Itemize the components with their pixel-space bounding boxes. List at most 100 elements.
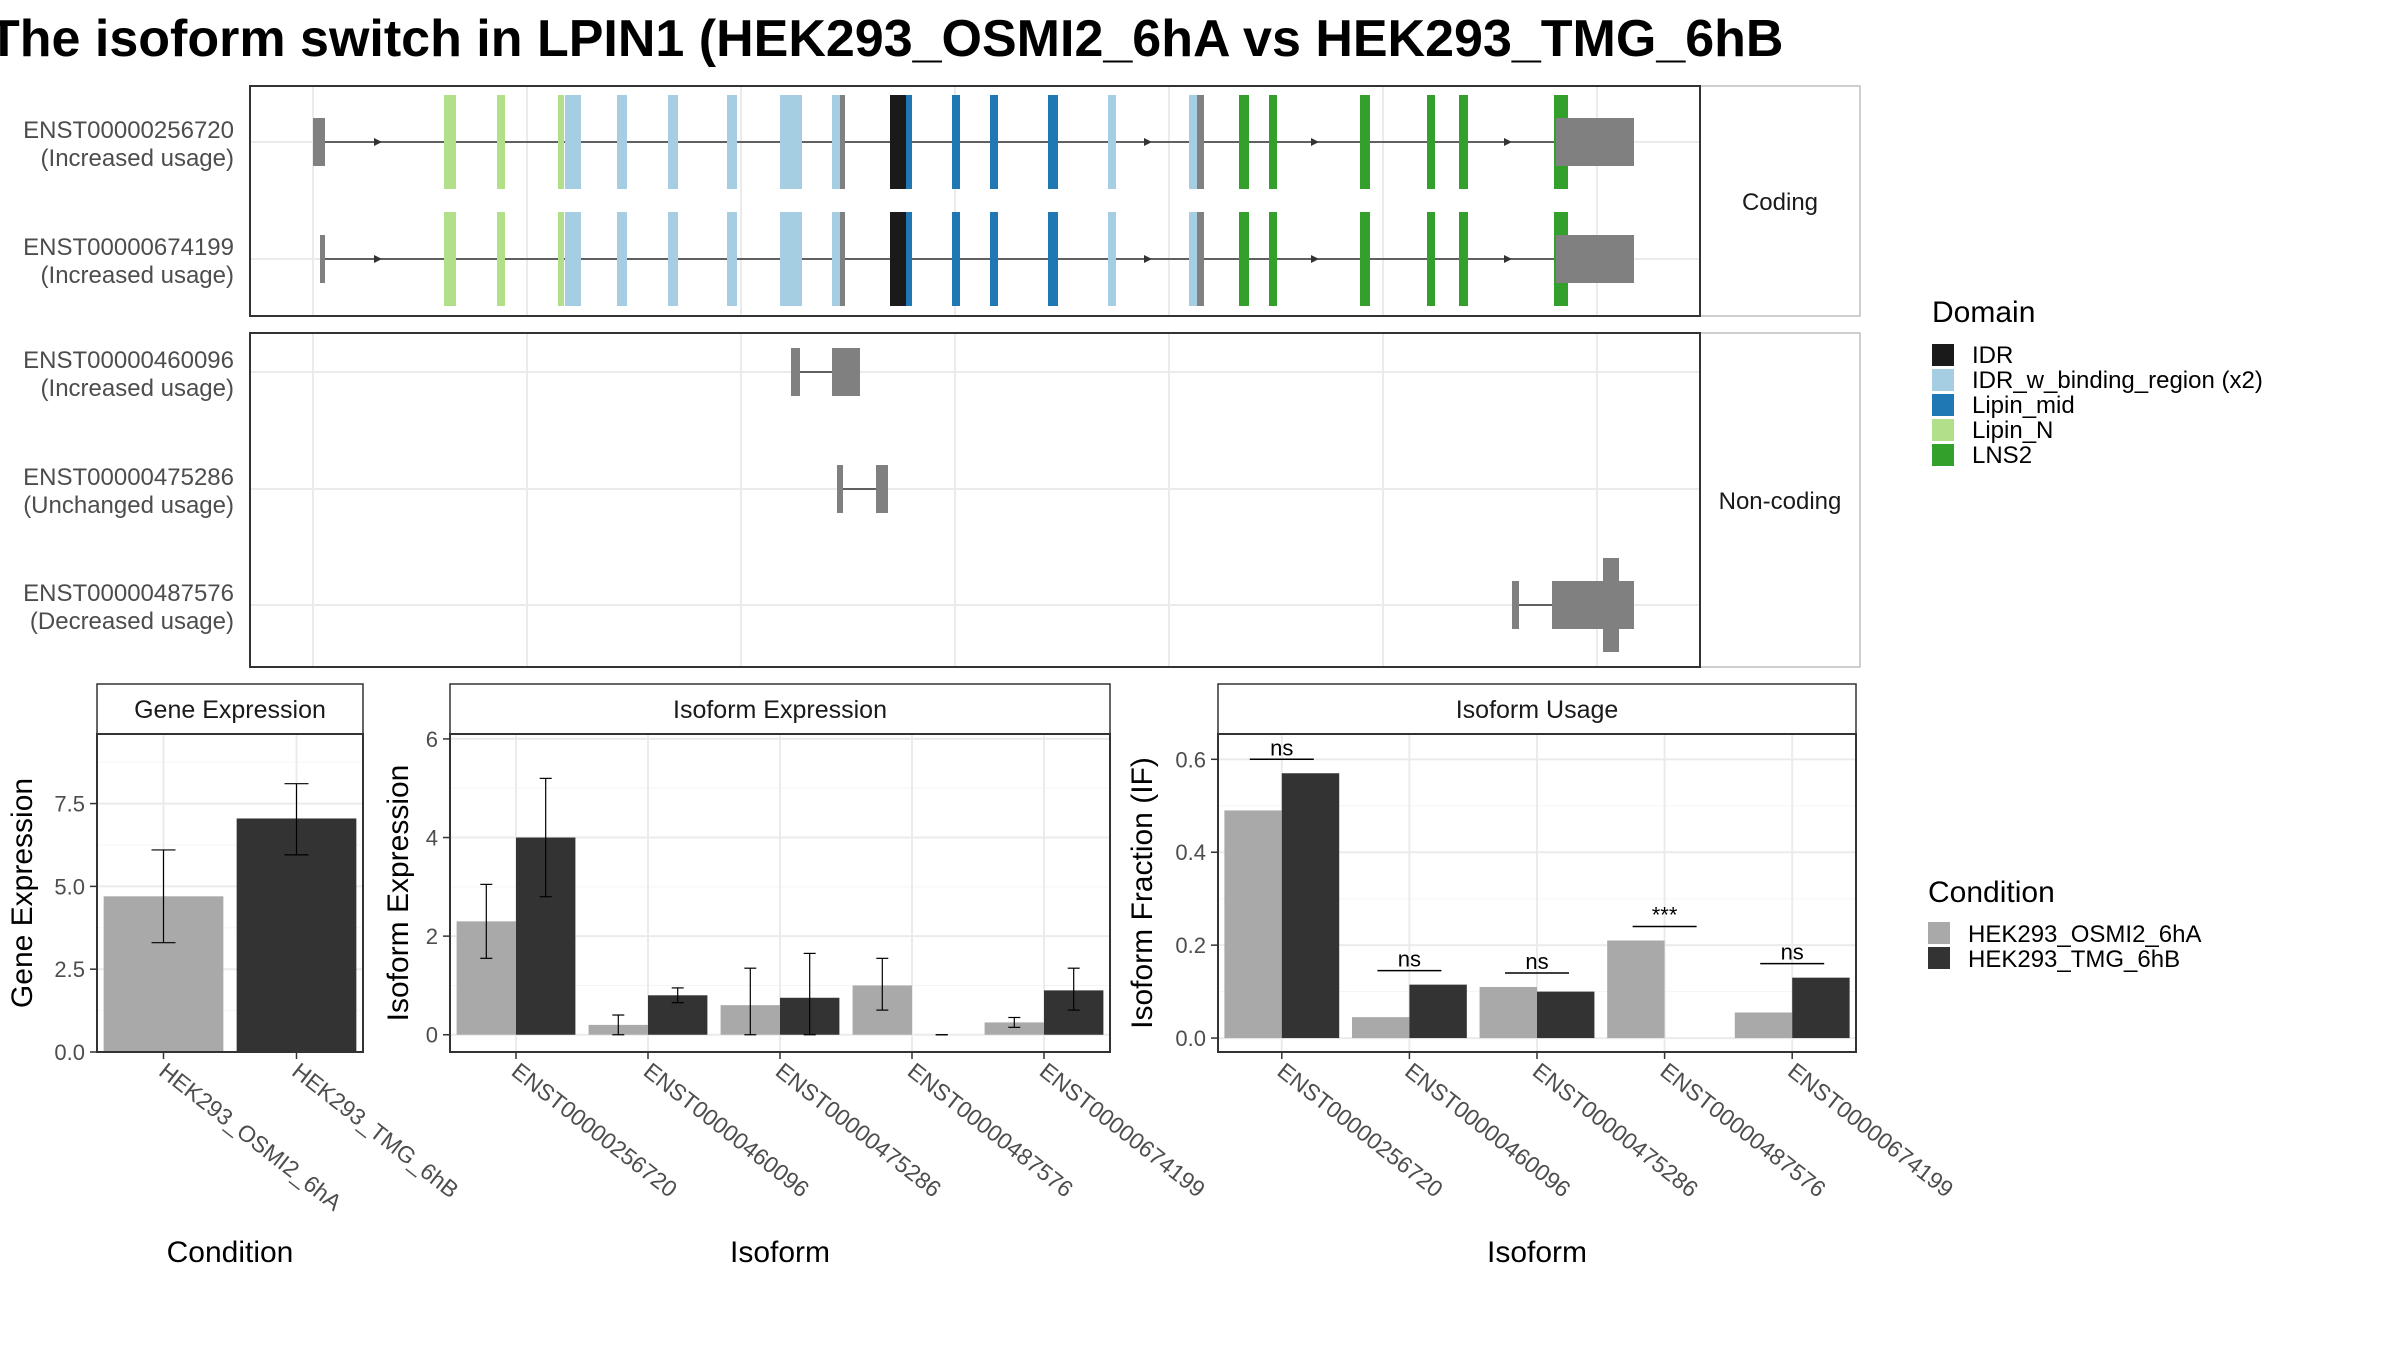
x-axis-title: Isoform — [1487, 1236, 1587, 1269]
y-tick-label: 0.2 — [1175, 933, 1206, 958]
domain-exon — [558, 212, 564, 306]
domain-exon — [840, 95, 845, 189]
bar — [1351, 1017, 1410, 1039]
transcript-usage-label: (Unchanged usage) — [23, 492, 234, 519]
plot-border — [96, 733, 364, 1053]
domain-exon — [565, 212, 581, 306]
chart-strip — [1217, 683, 1857, 735]
domain-exon — [1360, 212, 1370, 306]
bar — [1224, 810, 1282, 1039]
chart-2: Isoform Expression0246ENST00000256720ENS… — [382, 683, 1210, 1269]
domain-exon — [668, 95, 678, 189]
domain-exon — [890, 95, 906, 189]
direction-arrow — [1144, 138, 1152, 146]
significance-label: ns — [1781, 940, 1804, 965]
domain-exon — [990, 95, 998, 189]
y-tick-label: 0.6 — [1175, 747, 1206, 772]
y-tick-label: 2 — [426, 924, 438, 949]
domain-exon — [1239, 95, 1249, 189]
transcript-usage-label: (Increased usage) — [41, 375, 234, 402]
domain-exon — [1269, 95, 1277, 189]
direction-arrow — [1504, 255, 1512, 263]
condition-legend-key — [1928, 922, 1950, 944]
domain-exon — [617, 212, 627, 306]
domain-exon — [444, 212, 456, 306]
domain-exon — [727, 95, 737, 189]
direction-arrow — [1504, 138, 1512, 146]
y-tick-label: 6 — [426, 727, 438, 752]
domain-exon — [1189, 95, 1197, 189]
noncoding-exon — [1552, 581, 1634, 629]
domain-exon — [906, 95, 912, 189]
utr-exon — [320, 235, 325, 283]
coding-panel-background — [250, 86, 1700, 316]
y-tick-label: 5.0 — [54, 874, 85, 899]
domain-exon — [497, 95, 505, 189]
y-tick-label: 0 — [426, 1023, 438, 1048]
domain-exon — [1048, 95, 1058, 189]
domain-exon — [1360, 95, 1370, 189]
domain-exon — [617, 95, 627, 189]
noncoding-exon — [876, 465, 888, 513]
condition-legend-key — [1928, 947, 1950, 969]
x-axis-title: Condition — [167, 1236, 294, 1269]
domain-legend-title: Domain — [1932, 296, 2035, 329]
bar-charts: Gene Expression0.02.55.07.5HEK293_OSMI2_… — [6, 683, 1958, 1269]
domain-exon — [1459, 95, 1468, 189]
domain-exon — [1239, 212, 1249, 306]
significance-label: ns — [1398, 947, 1421, 972]
domain-exon — [1197, 95, 1204, 189]
domain-exon — [1459, 212, 1468, 306]
direction-arrow — [1144, 255, 1152, 263]
noncoding-exon — [791, 348, 800, 396]
condition-legend-title: Condition — [1928, 876, 2055, 909]
coding-panel-border — [249, 85, 1701, 317]
chart-strip — [449, 683, 1111, 735]
domain-exon — [727, 212, 737, 306]
bar — [1734, 1012, 1793, 1039]
domain-exon — [1048, 212, 1058, 306]
utr-exon — [1556, 235, 1566, 283]
noncoding-panel-strip-label: Non-coding — [1719, 488, 1842, 515]
y-tick-label: 2.5 — [54, 957, 85, 982]
significance-label: ns — [1270, 735, 1293, 760]
bar — [1792, 977, 1850, 1039]
bar — [984, 1022, 1044, 1035]
condition-legend-label: HEK293_OSMI2_6hA — [1968, 921, 2201, 948]
domain-legend-key — [1932, 444, 1954, 466]
utr-exon — [1566, 235, 1634, 283]
bar — [1409, 984, 1467, 1039]
domain-legend-label: Lipin_N — [1972, 417, 2053, 444]
domain-exon — [1427, 212, 1435, 306]
domain-exon — [952, 212, 960, 306]
significance-label: ns — [1525, 949, 1548, 974]
condition-legend-label: HEK293_TMG_6hB — [1968, 946, 2180, 973]
bar — [1537, 991, 1595, 1039]
bar — [1479, 986, 1537, 1039]
domain-legend-label: IDR — [1972, 342, 2013, 369]
chart-strip — [96, 683, 364, 735]
domain-legend-key — [1932, 419, 1954, 441]
y-tick-label: 0.0 — [1175, 1026, 1206, 1051]
direction-arrow — [1311, 255, 1319, 263]
transcript-id-label: ENST00000487576 — [23, 580, 234, 607]
y-tick-label: 0.4 — [1175, 840, 1206, 865]
y-axis-title: Isoform Expression — [382, 765, 415, 1022]
bar — [1281, 773, 1340, 1039]
transcript-id-label: ENST00000475286 — [23, 464, 234, 491]
domain-exon — [444, 95, 456, 189]
domain-exon — [1108, 212, 1116, 306]
noncoding-panel-strip — [1699, 332, 1861, 668]
domain-exon — [780, 95, 802, 189]
domain-exon — [990, 212, 998, 306]
noncoding-exon — [832, 348, 860, 396]
domain-legend-label: Lipin_mid — [1972, 392, 2075, 419]
y-tick-label: 0.0 — [54, 1040, 85, 1065]
y-tick-label: 4 — [426, 826, 438, 851]
x-axis-title: Isoform — [730, 1236, 830, 1269]
domain-exon — [840, 212, 845, 306]
utr-exon — [313, 118, 325, 166]
noncoding-panel-border — [249, 332, 1701, 668]
